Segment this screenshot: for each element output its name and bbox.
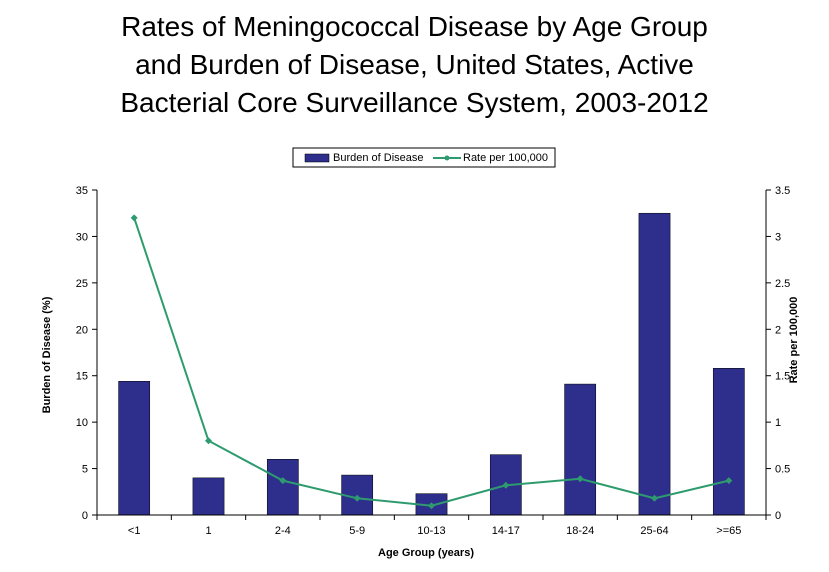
x-tick-label: <1 <box>128 525 141 537</box>
chart-title-line-2: and Burden of Disease, United States, Ac… <box>135 49 694 80</box>
bars-layer <box>118 212 745 516</box>
y-tick-label: 10 <box>76 417 88 429</box>
y-tick-label: 15 <box>76 371 88 383</box>
bar-7 <box>564 383 597 516</box>
legend-label-burden: Burden of Disease <box>333 152 424 164</box>
x-tick-label: 10-13 <box>417 525 445 537</box>
x-tick-label: 5-9 <box>349 525 365 537</box>
rate-point-9 <box>725 477 733 485</box>
y2-tick-label: 1 <box>775 417 781 429</box>
y-tick-label: 0 <box>82 510 88 522</box>
chart-title-line-3: Bacterial Core Surveillance System, 2003… <box>120 87 709 118</box>
legend: Burden of Disease Rate per 100,000 <box>292 147 556 168</box>
rate-point-1 <box>130 214 138 222</box>
x-axis-title: Age Group (years) <box>378 547 474 559</box>
legend-label-rate: Rate per 100,000 <box>463 152 548 164</box>
y2-axis-title: Rate per 100,000 <box>788 297 800 384</box>
y2-tick-label: 0.5 <box>775 464 790 476</box>
rate-point-5 <box>428 502 435 510</box>
rate-point-3 <box>279 477 287 485</box>
rate-point-4 <box>353 494 361 502</box>
chart-title-line-1: Rates of Meningococcal Disease by Age Gr… <box>121 11 708 42</box>
x-tick-label: 1 <box>205 525 211 537</box>
bar-2 <box>192 477 225 516</box>
bar-3 <box>266 459 299 516</box>
legend-marker-rate <box>444 155 450 161</box>
ticks-layer: 0 5 10 15 20 25 30 35 0 0.5 1 1.5 2 2.5 3 3.5 <1 1 2-4 5-9 1… <box>76 185 791 537</box>
x-tick-label: 14-17 <box>492 525 520 537</box>
y2-tick-label: 2.5 <box>775 278 790 290</box>
bar-1 <box>118 381 151 516</box>
rate-point-8 <box>651 494 658 502</box>
axes-layer <box>96 190 767 516</box>
legend-box <box>292 147 556 168</box>
legend-swatch-burden <box>304 153 330 163</box>
bar-9 <box>712 368 745 516</box>
y2-tick-label: 2 <box>775 324 781 336</box>
rate-point-6 <box>502 481 510 489</box>
x-tick-label: >=65 <box>716 525 741 537</box>
y-tick-label: 30 <box>76 231 88 243</box>
line-layer <box>130 214 733 510</box>
x-tick-label: 18-24 <box>566 525 594 537</box>
y-tick-label: 5 <box>82 464 88 476</box>
y-tick-label: 20 <box>76 324 88 336</box>
rate-point-7 <box>576 475 584 483</box>
y2-tick-label: 3.5 <box>775 185 790 197</box>
x-tick-label: 2-4 <box>275 525 291 537</box>
chart-title: Rates of Meningococcal Disease by Age Gr… <box>0 8 829 122</box>
y-tick-label: 35 <box>76 185 88 197</box>
y2-tick-label: 0 <box>775 510 781 522</box>
y-tick-label: 25 <box>76 278 88 290</box>
x-tick-label: 25-64 <box>640 525 668 537</box>
y-axis-title: Burden of Disease (%) <box>41 296 53 413</box>
bar-8 <box>638 212 671 516</box>
y2-tick-label: 1.5 <box>775 371 790 383</box>
y2-tick-label: 3 <box>775 231 781 243</box>
rate-point-2 <box>205 437 212 445</box>
